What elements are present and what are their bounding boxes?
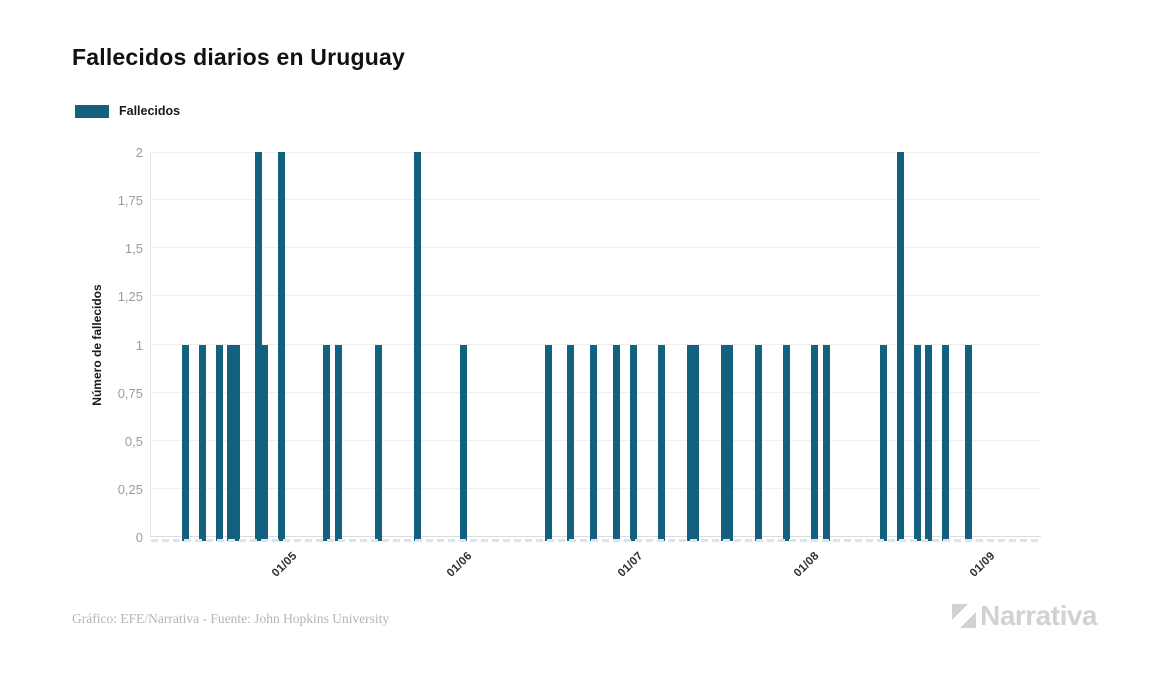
bar-01-05[interactable]	[278, 152, 286, 541]
bar-21-06[interactable]	[567, 344, 575, 541]
bar-03-08[interactable]	[811, 344, 819, 541]
bar-29-06[interactable]	[612, 344, 620, 541]
narrativa-logo: Narrativa	[951, 600, 1097, 632]
x-tick-label: 01/06	[445, 550, 475, 580]
y-tick-label: 0,75	[117, 385, 143, 401]
bar-23-08[interactable]	[924, 344, 932, 541]
legend-swatch	[75, 104, 109, 118]
y-tick-label: 1,75	[117, 193, 143, 209]
page-title: Fallecidos diarios en Uruguay	[72, 44, 405, 70]
bar-09-05[interactable]	[323, 344, 331, 541]
bar-18-05[interactable]	[374, 344, 382, 541]
bar-19-07[interactable]	[726, 344, 734, 541]
gridline	[151, 247, 1041, 249]
bar-17-04[interactable]	[198, 344, 206, 541]
plot-area	[150, 152, 1041, 542]
y-tick-label: 2	[135, 145, 143, 160]
y-tick-label: 1,5	[124, 241, 143, 257]
bar-28-04[interactable]	[261, 344, 268, 541]
bar-24-07[interactable]	[754, 344, 762, 541]
bar-13-07[interactable]	[692, 344, 700, 541]
y-tick-label: 0,5	[124, 433, 143, 449]
legend-label: Fallecidos	[119, 104, 181, 118]
narrativa-logo-text: Narrativa	[980, 600, 1097, 631]
bar-23-04[interactable]	[232, 344, 240, 541]
bar-30-08[interactable]	[964, 344, 972, 541]
bar-05-08[interactable]	[822, 344, 830, 541]
gridline	[151, 199, 1041, 201]
y-tick-label: 1	[135, 337, 143, 353]
bar-11-05[interactable]	[334, 344, 342, 541]
bar-20-04[interactable]	[215, 344, 223, 541]
y-tick-label: 0	[135, 530, 143, 545]
bar-02-07[interactable]	[629, 344, 637, 541]
x-tick-label: 01/08	[791, 550, 822, 580]
bar-15-08[interactable]	[879, 344, 887, 541]
source-credit: Gráfico: EFE/Narrativa - Fuente: John Ho…	[72, 611, 390, 626]
bar-26-08[interactable]	[942, 344, 950, 541]
bar-18-08[interactable]	[896, 152, 904, 541]
gridline	[151, 343, 1041, 345]
y-tick-label: 0,25	[117, 481, 143, 497]
x-tick-label: 01/05	[269, 550, 300, 580]
bar-14-04[interactable]	[181, 344, 189, 541]
bar-27-04[interactable]	[255, 152, 263, 541]
bar-18-07[interactable]	[720, 344, 728, 541]
gridline	[151, 152, 1041, 153]
bar-22-04[interactable]	[226, 344, 234, 541]
narrativa-n-icon	[952, 604, 977, 628]
y-tick-label: 1,25	[117, 289, 143, 305]
bar-25-06[interactable]	[590, 344, 598, 541]
bar-21-08[interactable]	[913, 344, 921, 541]
legend-item-fallecidos[interactable]: Fallecidos	[75, 104, 180, 118]
bar-02-06[interactable]	[459, 344, 467, 541]
gridline	[151, 295, 1041, 297]
bar-25-05[interactable]	[414, 152, 422, 541]
bar-29-07[interactable]	[783, 344, 791, 541]
x-tick-label: 01/07	[615, 550, 646, 580]
bar-17-06[interactable]	[544, 344, 552, 541]
bar-07-07[interactable]	[658, 344, 666, 541]
bar-12-07[interactable]	[686, 344, 694, 541]
